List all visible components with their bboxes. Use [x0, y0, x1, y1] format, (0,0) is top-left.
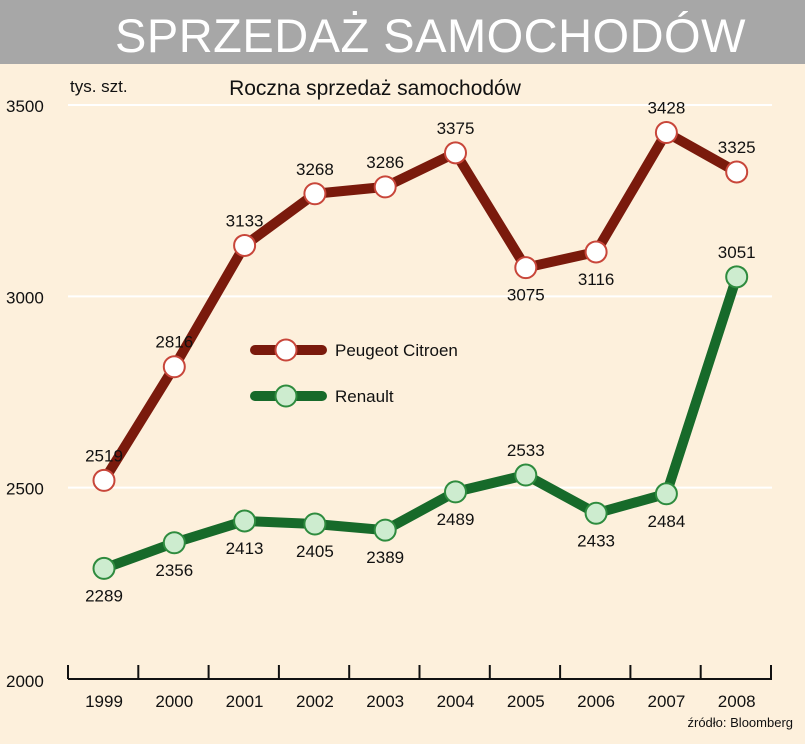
grid-lines [68, 104, 772, 489]
data-label: 3116 [578, 270, 615, 289]
data-point [162, 355, 186, 379]
data-point [233, 233, 257, 257]
x-tick-label: 2005 [507, 692, 545, 711]
series-line [99, 127, 742, 486]
data-point [514, 256, 538, 280]
data-point [725, 265, 749, 289]
y-axis-tick-labels: 2000 2500 3000 3500 [6, 97, 44, 691]
series-peugeot-citroen: 2519 2816 3133 3268 3286 3375 3075 3116 3428 3325 [85, 99, 756, 492]
data-label: 2533 [507, 441, 545, 460]
x-axis-tick-labels: 1999 2000 2001 2002 2003 2004 2005 2006 2007 2008 [85, 692, 756, 711]
series-renault: 2289 2356 2413 2405 2389 2489 2533 2433 2484 3051 [85, 243, 756, 606]
y-axis-label: tys. szt. [70, 77, 128, 96]
legend-label: Renault [335, 387, 394, 406]
data-label: 3325 [718, 138, 756, 157]
data-point [584, 501, 608, 525]
data-label: 2519 [85, 446, 123, 465]
data-point [444, 480, 467, 504]
data-label: 2289 [85, 586, 123, 605]
data-label: 2405 [296, 542, 334, 561]
y-tick-label: 2000 [6, 672, 44, 691]
data-label: 3075 [507, 286, 545, 305]
data-label: 3051 [718, 243, 756, 262]
x-axis [67, 665, 772, 680]
data-label: 3268 [296, 160, 334, 179]
y-tick-label: 3000 [6, 288, 44, 307]
data-label: 2356 [155, 561, 193, 580]
chart-title: Roczna sprzedaż samochodów [229, 77, 522, 100]
data-label: 2389 [366, 548, 404, 567]
data-label: 2816 [155, 333, 193, 352]
legend: Peugeot Citroen Renault [250, 338, 458, 408]
y-tick-label: 3500 [6, 97, 44, 116]
x-tick-label: 2006 [577, 692, 615, 711]
data-point [303, 182, 327, 206]
x-tick-label: 2001 [226, 692, 264, 711]
data-label: 3133 [226, 211, 264, 230]
series-layer: 2519 2816 3133 3268 3286 3375 3075 3116 3428 3325… [85, 99, 756, 606]
data-point [92, 556, 116, 580]
x-tick-label: 2000 [155, 692, 193, 711]
legend-item: Peugeot Citroen [250, 338, 458, 362]
source-note: źródło: Bloomberg [688, 715, 794, 730]
x-tick-label: 2007 [647, 692, 685, 711]
data-label: 2484 [647, 512, 685, 531]
data-point [373, 175, 397, 199]
data-point [162, 531, 186, 555]
data-label: 3286 [366, 153, 404, 172]
data-point [725, 160, 749, 184]
data-label: 3375 [437, 119, 475, 138]
legend-item: Renault [250, 384, 394, 408]
header-bar: SPRZEDAŻ SAMOCHODÓW [0, 0, 805, 64]
series-line [99, 271, 742, 574]
data-label: 3428 [647, 99, 685, 118]
x-tick-label: 2003 [366, 692, 404, 711]
data-label: 2489 [437, 510, 475, 529]
data-point [654, 121, 678, 145]
x-tick-label: 2002 [296, 692, 334, 711]
x-tick-label: 2008 [718, 692, 756, 711]
x-tick-label: 1999 [85, 692, 123, 711]
data-point [373, 518, 397, 542]
data-point [233, 509, 257, 533]
legend-swatch-marker [274, 384, 298, 408]
data-point [92, 468, 116, 492]
legend-label: Peugeot Citroen [335, 341, 458, 360]
data-point [444, 141, 467, 165]
data-point [584, 240, 608, 264]
x-tick-label: 2004 [437, 692, 475, 711]
data-label: 2433 [577, 531, 615, 550]
data-label: 2413 [226, 539, 264, 558]
data-point [514, 463, 538, 487]
page-title: SPRZEDAŻ SAMOCHODÓW [115, 9, 746, 62]
data-point [654, 482, 678, 506]
y-tick-label: 2500 [6, 480, 44, 499]
data-point [303, 512, 327, 536]
legend-swatch-marker [274, 338, 298, 362]
